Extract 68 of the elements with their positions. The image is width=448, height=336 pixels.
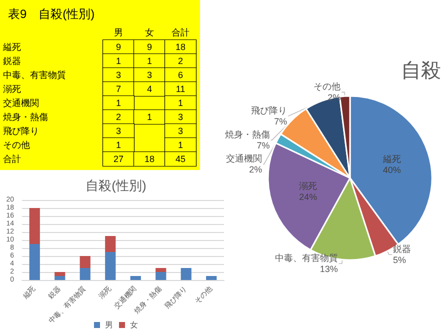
slice-label: 縊死: [382, 154, 401, 164]
data-label: 3: [178, 126, 184, 136]
data-label: 4: [146, 84, 152, 94]
x-tick-label: 女: [145, 28, 154, 38]
data-label: 18: [144, 154, 155, 164]
slice-label: 焼身・熱傷: [224, 130, 270, 140]
data-label: 1: [178, 140, 184, 150]
legend-label: 男: [105, 320, 113, 330]
data-label: 9: [116, 42, 122, 52]
slice-label: 鋭器: [393, 244, 412, 254]
x-tick-label: 男: [114, 28, 123, 38]
slice-label: 飛び降り: [251, 106, 288, 116]
bar: [54, 272, 66, 276]
bar: [156, 272, 166, 280]
bar: [80, 268, 90, 280]
bar: [105, 236, 116, 252]
y-tick-label: 縊死: [2, 42, 21, 52]
data-label: 7: [116, 84, 122, 94]
bar: [105, 252, 116, 280]
y-tick-label: 中毒、有害物質: [3, 70, 66, 80]
data-label: 11: [176, 84, 186, 94]
y-tick-label: 鋭器: [3, 56, 21, 66]
bar: [29, 244, 40, 280]
data-label: 1: [146, 112, 152, 122]
slice-label: その他: [314, 82, 341, 92]
legend-label: 女: [130, 320, 138, 330]
data-label: 1: [116, 56, 122, 66]
data-label: 5%: [393, 255, 406, 266]
data-label: 2: [178, 56, 184, 66]
data-label: 3: [116, 70, 122, 80]
x-tick-label: 合計: [172, 28, 190, 38]
data-label: 27: [113, 154, 124, 164]
y-tick-label: 合計: [3, 154, 21, 164]
y-tick-label: 交通機関: [3, 98, 39, 108]
bar: [180, 268, 192, 280]
bar: [206, 276, 217, 280]
data-label: 7%: [256, 140, 270, 151]
y-tick-label: 溺死: [3, 84, 21, 94]
data-label: 1: [146, 56, 152, 66]
y-tick-label: 飛び降り: [3, 126, 39, 136]
data-label: 2%: [249, 164, 262, 175]
chart-title: 表9 自殺(性別): [8, 7, 95, 21]
chart-title: 自殺(性別): [86, 178, 146, 193]
data-label: 2: [116, 112, 122, 122]
bar: [130, 276, 141, 280]
chart-title: 自殺: [401, 60, 441, 82]
slice-label: 溺死: [299, 181, 318, 192]
y-tick-label: 焼身・熱傷: [3, 112, 48, 122]
bar: [80, 256, 90, 268]
y-tick-label: その他: [3, 140, 30, 150]
data-label: 40%: [382, 164, 401, 175]
data-label: 24%: [299, 192, 318, 202]
data-label: 1: [116, 98, 122, 108]
data-label: 3: [146, 70, 152, 80]
bar: [156, 268, 166, 272]
data-label: 18: [175, 42, 186, 52]
bar: [54, 276, 66, 280]
data-label: 6: [178, 70, 184, 80]
slice-label: 交通機関: [226, 154, 262, 164]
data-label: 3: [178, 112, 184, 122]
data-label: 13%: [320, 264, 338, 274]
data-label: 45: [175, 154, 186, 164]
data-label: 1: [116, 140, 122, 150]
data-label: 7%: [274, 116, 288, 127]
data-label: 3: [116, 126, 122, 136]
data-label: 1: [178, 98, 184, 108]
bar: [29, 208, 40, 244]
data-label: 9: [146, 42, 152, 52]
